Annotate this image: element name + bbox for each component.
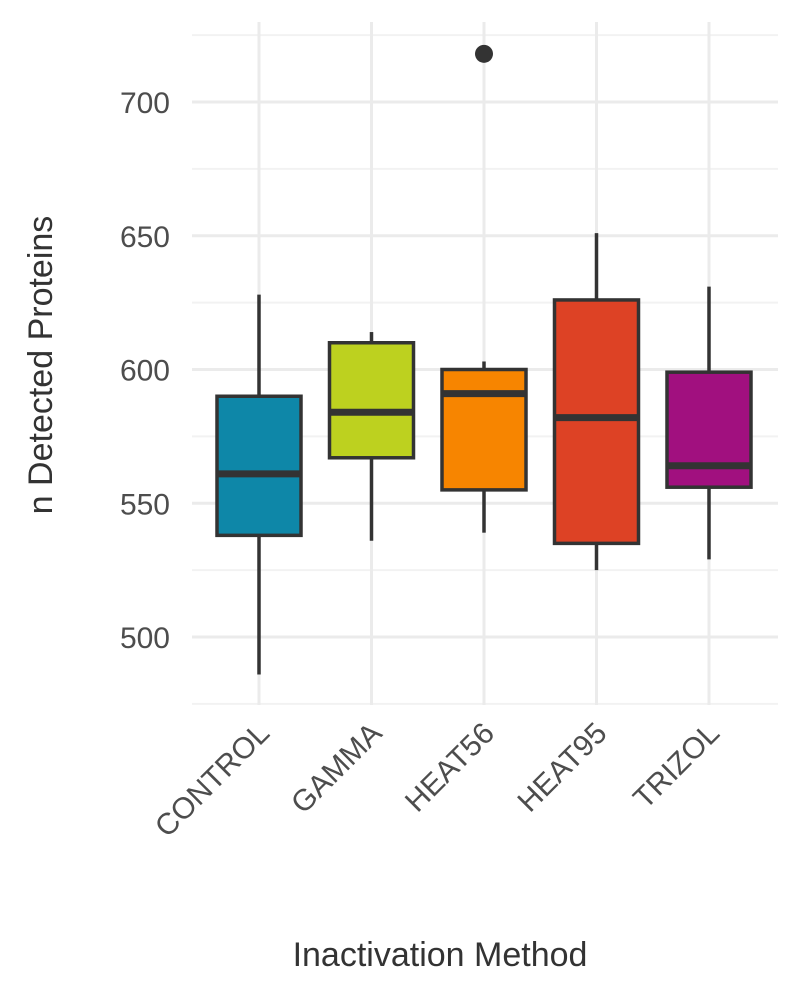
box-gamma [327, 332, 416, 541]
x-tick-label-heat56: HEAT56 [399, 717, 501, 819]
x-tick-label-heat95: HEAT95 [512, 717, 614, 819]
x-axis-ticks: CONTROL GAMMA HEAT56 HEAT95 TRIZOL [149, 717, 726, 844]
box-iqr-gamma [327, 341, 416, 460]
y-axis-title: n Detected Proteins [22, 216, 60, 515]
y-axis-ticks: 500 550 600 650 700 [120, 87, 170, 655]
box-iqr-trizol [665, 370, 753, 489]
box-trizol [665, 286, 753, 560]
box-heat95 [552, 233, 641, 571]
box-iqr-heat95 [552, 298, 641, 546]
y-tick-label-550: 550 [120, 488, 170, 521]
outlier-heat56-0 [475, 44, 493, 63]
boxes [215, 44, 753, 675]
y-tick-label-650: 650 [120, 221, 170, 254]
box-iqr-control [215, 394, 303, 538]
x-tick-label-gamma: GAMMA [285, 717, 388, 820]
y-tick-label-600: 600 [120, 355, 170, 388]
box-control [215, 294, 303, 675]
x-tick-label-control: CONTROL [149, 717, 276, 844]
x-axis-title: Inactivation Method [293, 936, 588, 974]
x-tick-label-trizol: TRIZOL [627, 717, 726, 816]
y-tick-label-700: 700 [120, 87, 170, 120]
box-heat56 [440, 44, 528, 533]
box-iqr-heat56 [440, 367, 528, 492]
y-tick-label-500: 500 [120, 622, 170, 655]
